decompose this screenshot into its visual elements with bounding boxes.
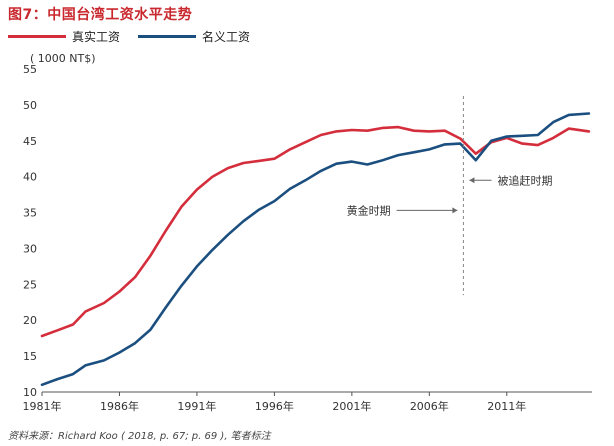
x-tick-label: 1996年: [255, 399, 294, 413]
x-tick-label: 2011年: [487, 399, 526, 413]
y-tick-label: 35: [23, 207, 37, 220]
annotation-catch-up-period: 被追赶时期: [497, 173, 552, 187]
x-tick-label: 1981年: [23, 399, 62, 413]
y-tick-label: 25: [23, 278, 37, 291]
y-tick-label: 30: [23, 242, 37, 255]
x-tick-label: 2001年: [332, 399, 371, 413]
series-line-nominal-wage: [40, 112, 591, 387]
annotation-golden-period: 黄金时期: [347, 203, 391, 217]
chart-annotations: 黄金时期 被追赶时期: [347, 96, 552, 296]
legend-label-real-wage: 真实工资: [72, 29, 121, 44]
y-tick-label: 20: [23, 314, 37, 327]
x-tick-label: 1986年: [100, 399, 139, 413]
legend-label-nominal-wage: 名义工资: [202, 29, 251, 44]
series-line-real-wage: [40, 125, 591, 338]
x-tick-label: 2006年: [410, 399, 449, 413]
legend-swatch-real-wage: [8, 34, 66, 38]
y-tick-label: 40: [23, 171, 37, 184]
y-tick-label: 10: [23, 386, 37, 399]
chart-series: [40, 112, 591, 387]
y-tick-label: 45: [23, 135, 37, 148]
source-note: 资料来源：Richard Koo ( 2018, p. 67; p. 69 ),…: [8, 431, 271, 442]
legend-swatch-nominal-wage: [138, 34, 197, 38]
x-tick-label: 1991年: [177, 399, 216, 413]
y-tick-label: 50: [23, 99, 37, 112]
legend-item-real-wage: 真实工资: [8, 28, 120, 45]
chart-title: 图7：中国台湾工资水平走势: [8, 7, 193, 23]
arrowhead-left-icon: [469, 177, 475, 184]
chart-axes: 10 15 20 25 30 35 40 45 50 55 1981年 1986年 1991年 1996年…: [23, 63, 592, 413]
arrowhead-right-icon: [452, 207, 458, 214]
legend: 真实工资 名义工资: [8, 28, 268, 44]
y-tick-label: 55: [23, 63, 37, 76]
y-axis-unit-label: ( 1000 NT$): [30, 52, 96, 65]
y-tick-label: 15: [23, 350, 37, 363]
legend-item-nominal-wage: 名义工资: [138, 28, 250, 45]
